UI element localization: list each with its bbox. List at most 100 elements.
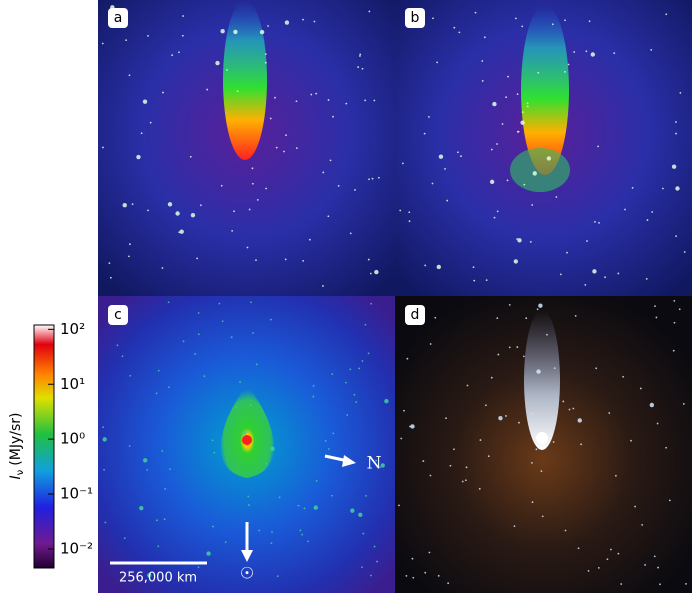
star (271, 531, 273, 534)
star (400, 437, 403, 440)
star (466, 384, 469, 387)
star (507, 75, 509, 78)
star (103, 468, 105, 471)
panel-labels: a b c d (108, 8, 425, 325)
star (307, 540, 310, 543)
star (365, 494, 367, 497)
star (226, 69, 228, 71)
star (302, 18, 304, 21)
star (493, 216, 496, 219)
star (123, 537, 126, 540)
label-box (108, 305, 128, 325)
star (155, 519, 158, 522)
star (247, 495, 250, 498)
star (233, 29, 238, 35)
star (233, 210, 235, 213)
star (675, 132, 677, 135)
star (655, 316, 658, 319)
star (610, 548, 612, 551)
star (553, 367, 556, 370)
star (264, 53, 267, 56)
star (155, 392, 158, 395)
star (526, 105, 529, 108)
star (523, 183, 526, 186)
star (606, 558, 609, 561)
star (537, 71, 540, 74)
star (376, 560, 378, 563)
star (147, 34, 149, 37)
star (634, 505, 636, 508)
star (679, 91, 682, 94)
star (131, 203, 134, 206)
star (490, 148, 493, 151)
star (313, 505, 319, 510)
star (355, 401, 358, 404)
star (438, 154, 444, 159)
star (622, 375, 625, 378)
star (444, 167, 446, 170)
star (453, 26, 456, 29)
colorbar-label: Iν (MJy/sr) (8, 413, 26, 480)
star (398, 504, 400, 507)
tick-label: 10⁻¹ (60, 485, 93, 503)
star (249, 404, 252, 406)
star (168, 386, 170, 389)
star (405, 574, 408, 577)
subscript: ν (15, 469, 26, 475)
star (265, 462, 268, 465)
star (224, 541, 227, 544)
star (631, 186, 634, 189)
star (322, 171, 325, 174)
star (361, 67, 364, 70)
tick-label: 10¹ (60, 375, 85, 393)
star (586, 240, 588, 242)
star (424, 264, 427, 267)
star (508, 303, 511, 306)
star (683, 251, 686, 253)
colorbar: Iν (MJy/sr) 10² 10¹ 10⁰ 10⁻¹ 10⁻² (8, 320, 93, 569)
star (505, 415, 507, 417)
star (577, 547, 580, 550)
star (312, 395, 315, 398)
star (431, 182, 434, 185)
star (595, 367, 598, 370)
star (179, 229, 184, 234)
star (122, 203, 127, 208)
star (492, 101, 497, 107)
star (379, 466, 381, 469)
arrowhead (342, 455, 356, 467)
star (501, 123, 504, 125)
star (566, 251, 568, 254)
star (668, 499, 671, 502)
star (422, 460, 425, 462)
star (487, 455, 490, 458)
star (128, 74, 131, 77)
star (646, 219, 649, 221)
star (199, 204, 202, 207)
star (361, 360, 364, 362)
tick-label: 10⁰ (60, 430, 85, 448)
star (218, 302, 221, 305)
star (675, 186, 680, 191)
star (364, 99, 367, 102)
star (661, 187, 664, 190)
star (685, 582, 687, 585)
north-label: N (367, 454, 382, 474)
star (535, 448, 538, 451)
star (401, 162, 404, 165)
star (270, 542, 273, 544)
star (587, 570, 590, 572)
star (529, 241, 532, 243)
star (295, 100, 298, 103)
star (121, 355, 124, 358)
star (206, 88, 209, 91)
star (657, 566, 659, 569)
star (588, 20, 591, 23)
star (346, 414, 349, 416)
star (303, 507, 306, 510)
arrowhead (241, 550, 253, 562)
star (337, 184, 340, 187)
star (182, 340, 185, 343)
label-box (405, 305, 425, 325)
star (478, 487, 481, 490)
